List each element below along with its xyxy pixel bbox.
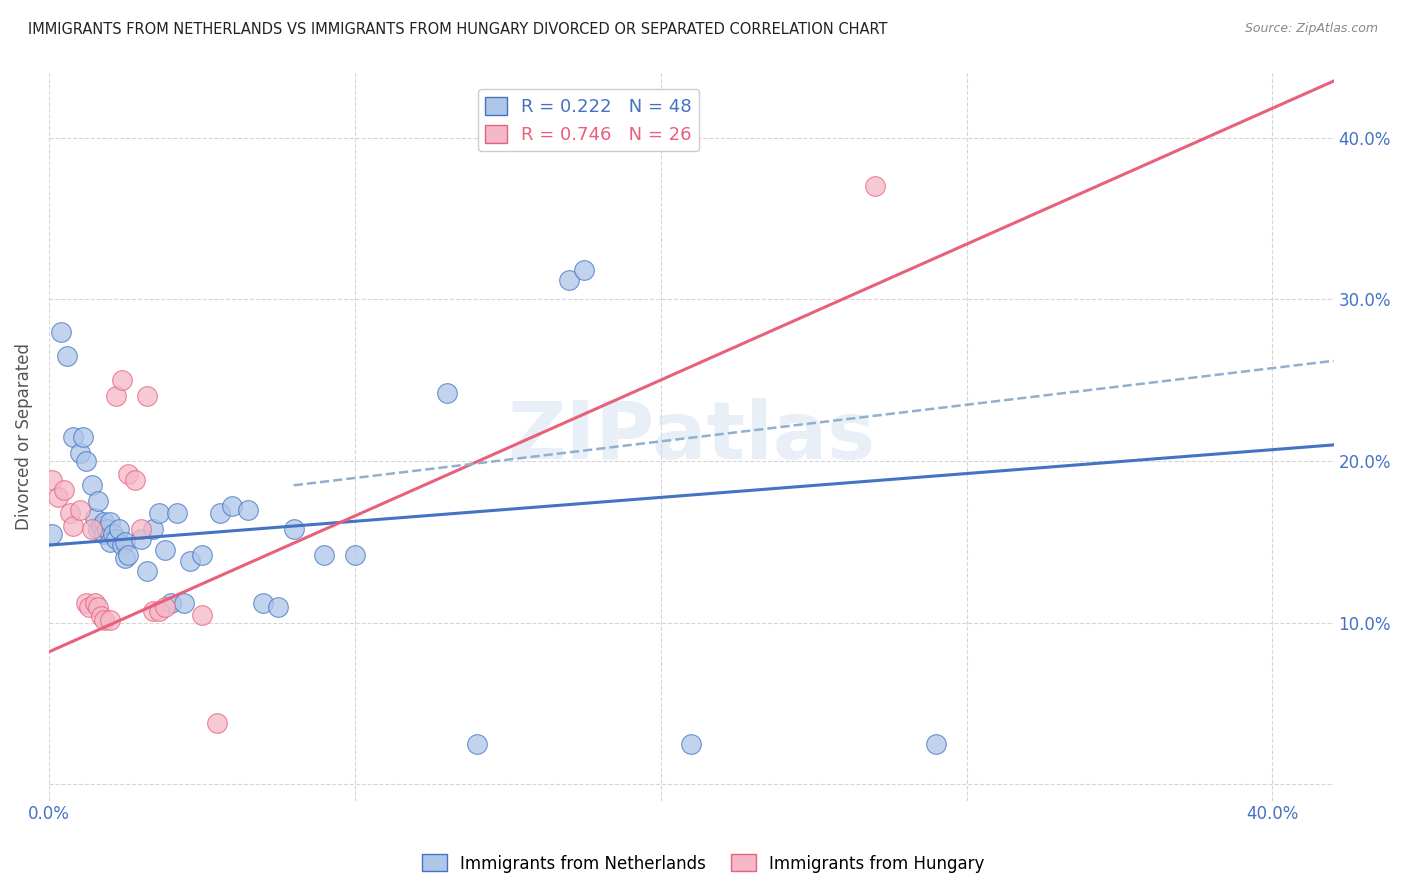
Point — [117, 548, 139, 562]
Point — [105, 389, 128, 403]
Point — [148, 604, 170, 618]
Point — [558, 273, 581, 287]
Point — [41, 526, 63, 541]
Point — [574, 263, 596, 277]
Point — [863, 179, 886, 194]
Point — [129, 522, 152, 536]
Point — [80, 478, 103, 492]
Point — [124, 474, 146, 488]
Point — [69, 446, 91, 460]
Point — [108, 522, 131, 536]
Point — [98, 535, 121, 549]
Point — [59, 506, 82, 520]
Point — [343, 548, 366, 562]
Point — [90, 518, 112, 533]
Point — [87, 599, 110, 614]
Point — [93, 516, 115, 530]
Point — [436, 386, 458, 401]
Text: Source: ZipAtlas.com: Source: ZipAtlas.com — [1244, 22, 1378, 36]
Point — [179, 554, 201, 568]
Point — [69, 502, 91, 516]
Point — [142, 522, 165, 536]
Point — [191, 607, 214, 622]
Point — [90, 609, 112, 624]
Point — [252, 596, 274, 610]
Point — [111, 538, 134, 552]
Point — [72, 430, 94, 444]
Point — [166, 506, 188, 520]
Point — [142, 604, 165, 618]
Point — [236, 502, 259, 516]
Point — [87, 494, 110, 508]
Point — [51, 325, 73, 339]
Point — [135, 564, 157, 578]
Point — [173, 596, 195, 610]
Point — [135, 389, 157, 403]
Point — [83, 596, 105, 610]
Point — [160, 596, 183, 610]
Point — [925, 737, 948, 751]
Point — [267, 599, 290, 614]
Point — [117, 467, 139, 481]
Point — [75, 596, 97, 610]
Legend: R = 0.222   N = 48, R = 0.746   N = 26: R = 0.222 N = 48, R = 0.746 N = 26 — [478, 89, 699, 152]
Point — [111, 373, 134, 387]
Point — [148, 506, 170, 520]
Text: ZIPatlas: ZIPatlas — [508, 398, 876, 475]
Point — [205, 716, 228, 731]
Point — [75, 454, 97, 468]
Point — [87, 522, 110, 536]
Point — [129, 532, 152, 546]
Point — [221, 500, 243, 514]
Point — [105, 532, 128, 546]
Point — [191, 548, 214, 562]
Point — [283, 522, 305, 536]
Point — [209, 506, 232, 520]
Point — [681, 737, 703, 751]
Point — [465, 737, 488, 751]
Point — [62, 430, 84, 444]
Point — [80, 522, 103, 536]
Point — [114, 535, 136, 549]
Point — [153, 599, 176, 614]
Point — [114, 551, 136, 566]
Legend: Immigrants from Netherlands, Immigrants from Hungary: Immigrants from Netherlands, Immigrants … — [415, 847, 991, 880]
Point — [96, 522, 118, 536]
Point — [98, 516, 121, 530]
Point — [56, 349, 79, 363]
Point — [83, 510, 105, 524]
Point — [103, 526, 125, 541]
Point — [98, 613, 121, 627]
Point — [46, 490, 69, 504]
Text: IMMIGRANTS FROM NETHERLANDS VS IMMIGRANTS FROM HUNGARY DIVORCED OR SEPARATED COR: IMMIGRANTS FROM NETHERLANDS VS IMMIGRANT… — [28, 22, 887, 37]
Point — [153, 543, 176, 558]
Y-axis label: Divorced or Separated: Divorced or Separated — [15, 343, 32, 531]
Point — [314, 548, 336, 562]
Point — [77, 599, 100, 614]
Point — [93, 526, 115, 541]
Point — [62, 518, 84, 533]
Point — [93, 613, 115, 627]
Point — [41, 474, 63, 488]
Point — [53, 483, 76, 498]
